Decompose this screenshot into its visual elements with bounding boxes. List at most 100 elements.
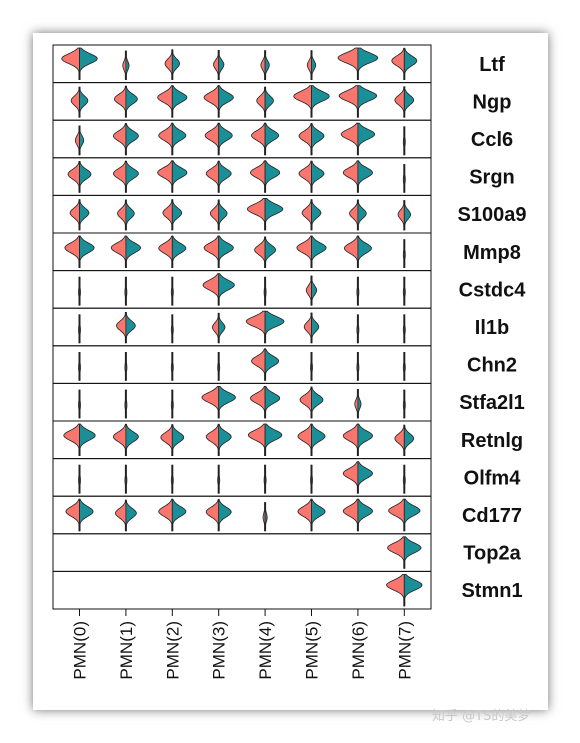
violin-left-Srgn-PMN(6) [342,160,359,193]
violin-left-Cd177-PMN(2) [158,498,173,532]
violin-left-Cd177-PMN(4) [262,502,266,532]
violin-left-S100a9-PMN(6) [349,199,359,231]
violin-left-Ltf-PMN(2) [164,49,173,80]
violin-left-Srgn-PMN(4) [249,160,266,193]
violin-left-Ngp-PMN(5) [293,85,312,118]
violin-right-Srgn-PMN(1) [125,160,139,193]
violin-right-Ltf-PMN(4) [264,50,270,80]
panel-Cd177 [52,495,432,535]
violin-right-Ngp-PMN(2) [171,85,188,118]
violin-right-Mmp8-PMN(2) [171,235,187,268]
violin-right-Chn2-PMN(0) [79,352,81,381]
violin-right-Ngp-PMN(3) [218,85,234,118]
violin-left-Cd177-PMN(7) [388,498,405,532]
violin-left-Ltf-PMN(6) [337,47,359,80]
violin-left-Stfa2l1-PMN(5) [299,386,312,419]
violin-right-Cd177-PMN(3) [218,499,232,532]
violin-left-Ltf-PMN(0) [61,47,80,80]
violin-left-Retnlg-PMN(0) [63,423,80,456]
violin-left-Cd177-PMN(5) [297,498,312,532]
panel-Stmn1 [52,570,432,610]
gene-label-Il1b: Il1b [475,317,509,339]
violin-left-Stfa2l1-PMN(3) [201,386,220,419]
violin-left-Cstdc4-PMN(5) [305,275,312,306]
panel-Srgn [52,157,432,196]
violin-right-Olfm4-PMN(6) [357,461,374,494]
violin-left-Ltf-PMN(7) [391,47,405,80]
violin-left-Top2a-PMN(7) [387,536,405,569]
violin-left-S100a9-PMN(7) [397,200,405,231]
panel-S100a9 [52,194,432,234]
violin-right-Cd177-PMN(1) [125,499,137,532]
violin-right-Ngp-PMN(5) [311,85,330,118]
violin-left-Srgn-PMN(1) [112,160,127,193]
violin-right-S100a9-PMN(2) [171,199,183,231]
violin-right-Retnlg-PMN(1) [125,423,139,456]
violin-right-Srgn-PMN(6) [357,160,374,193]
violin-left-Il1b-PMN(1) [116,312,127,344]
violin-right-Ltf-PMN(1) [125,50,130,80]
violin-right-Chn2-PMN(1) [125,352,128,381]
violin-left-Cd177-PMN(6) [342,498,359,532]
violin-left-Il1b-PMN(4) [245,310,266,344]
gene-label-Ngp: Ngp [473,91,512,113]
violin-right-Ccl6-PMN(4) [264,122,280,156]
violin-right-Mmp8-PMN(7) [403,239,406,268]
violin-right-Chn2-PMN(7) [403,352,406,381]
violin-right-Ccl6-PMN(0) [79,125,85,156]
violin-left-Cd177-PMN(1) [114,499,127,532]
violin-left-Retnlg-PMN(4) [247,423,266,456]
violin-right-Ccl6-PMN(7) [403,126,406,156]
panel-Retnlg [52,420,432,460]
violin-right-Ltf-PMN(5) [311,50,317,80]
violin-right-Retnlg-PMN(5) [311,423,326,456]
violin-left-Retnlg-PMN(3) [205,423,220,456]
violin-right-Ccl6-PMN(5) [311,123,325,156]
violin-right-Retnlg-PMN(3) [218,423,232,456]
violin-left-Ccl6-PMN(1) [112,123,127,156]
violin-right-Stfa2l1-PMN(5) [311,386,324,419]
violin-right-Olfm4-PMN(4) [264,464,267,494]
gene-label-Cstdc4: Cstdc4 [459,279,527,301]
violin-right-Chn2-PMN(5) [311,352,313,381]
gene-label-Stmn1: Stmn1 [461,580,522,602]
violin-right-Ccl6-PMN(1) [125,123,139,156]
violin-left-Ccl6-PMN(5) [298,123,312,156]
violin-left-Ccl6-PMN(4) [251,122,266,156]
violin-left-Olfm4-PMN(6) [342,461,359,494]
violin-right-Ngp-PMN(0) [79,86,89,118]
violin-right-Ltf-PMN(2) [171,49,181,80]
violin-left-Cd177-PMN(3) [205,499,220,532]
gene-label-Cd177: Cd177 [462,505,522,527]
x-tick-label-PMN(0): PMN(0) [71,621,90,680]
violin-right-S100a9-PMN(7) [403,200,412,231]
violin-right-Olfm4-PMN(3) [218,464,221,494]
violin-right-Stfa2l1-PMN(4) [264,386,281,419]
violin-right-Il1b-PMN(4) [264,310,285,344]
panel-Olfm4 [52,458,432,497]
figure-card: Ltf Ngp Ccl6 Srgn S100a9 Mmp8 Cstdc4 Il1b Chn2 St… [33,33,548,710]
panel-Chn2 [52,345,432,384]
watermark-text: 知乎 @TS的美梦 [432,709,531,724]
violin-left-Ngp-PMN(2) [157,85,173,118]
violin-left-Chn2-PMN(4) [251,348,266,381]
violin-right-Retnlg-PMN(7) [403,424,415,456]
violin-right-Cstdc4-PMN(2) [171,276,174,306]
violin-right-Srgn-PMN(4) [264,160,281,193]
violin-right-Retnlg-PMN(2) [171,424,185,456]
violin-right-Olfm4-PMN(0) [79,464,81,494]
violin-left-Srgn-PMN(5) [298,160,312,193]
violin-left-Stfa2l1-PMN(6) [354,389,359,419]
violin-left-Ltf-PMN(3) [213,50,220,80]
violin-left-Mmp8-PMN(3) [203,235,220,268]
violin-left-Ccl6-PMN(6) [340,122,359,156]
violin-right-Ltf-PMN(3) [218,50,225,80]
violin-left-Retnlg-PMN(1) [112,423,127,456]
violin-left-Srgn-PMN(2) [157,160,173,193]
violin-right-Cd177-PMN(4) [264,502,268,532]
violin-left-Il1b-PMN(3) [211,312,220,344]
violin-right-Olfm4-PMN(2) [171,464,174,494]
violin-right-S100a9-PMN(0) [79,199,90,231]
panel-Ltf [52,44,432,84]
panel-Ngp [52,82,432,121]
